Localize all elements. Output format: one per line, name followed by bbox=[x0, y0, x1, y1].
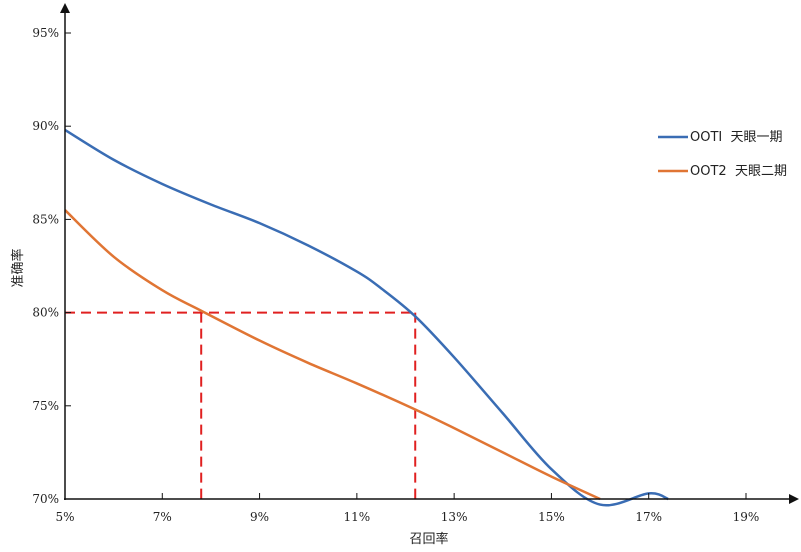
x-tick-label: 19% bbox=[733, 510, 760, 524]
legend: OOTI 天眼一期 OOT2 天眼二期 bbox=[658, 130, 787, 179]
x-tick-label: 17% bbox=[635, 510, 662, 524]
y-tick-label: 75% bbox=[32, 399, 59, 413]
legend-label-oot2: OOT2 天眼二期 bbox=[690, 164, 787, 179]
reference-lines bbox=[65, 311, 417, 499]
x-tick-label: 7% bbox=[153, 510, 172, 524]
x-tick-label: 15% bbox=[538, 510, 565, 524]
y-tick-label: 95% bbox=[32, 26, 59, 40]
x-tick-label: 13% bbox=[441, 510, 468, 524]
series-line-1 bbox=[64, 128, 669, 507]
x-tick-label: 9% bbox=[250, 510, 269, 524]
x-tick-label: 5% bbox=[55, 510, 74, 524]
y-tick-label: 90% bbox=[32, 119, 59, 133]
ticks: 70% 75% 80% 85% 90% 95% 5% 7% 9% 11% 13% 15% 17% 19% bbox=[32, 26, 759, 524]
y-axis-title: 准确率 bbox=[10, 248, 26, 287]
y-tick-label: 80% bbox=[32, 306, 59, 320]
y-tick-label: 85% bbox=[32, 212, 59, 226]
series-line-2 bbox=[64, 209, 601, 501]
x-axis-title: 召回率 bbox=[409, 531, 448, 547]
y-tick-label: 70% bbox=[32, 492, 59, 506]
x-tick-label: 11% bbox=[344, 510, 371, 524]
series-layer bbox=[64, 128, 669, 507]
legend-label-ooti: OOTI 天眼一期 bbox=[690, 130, 783, 145]
